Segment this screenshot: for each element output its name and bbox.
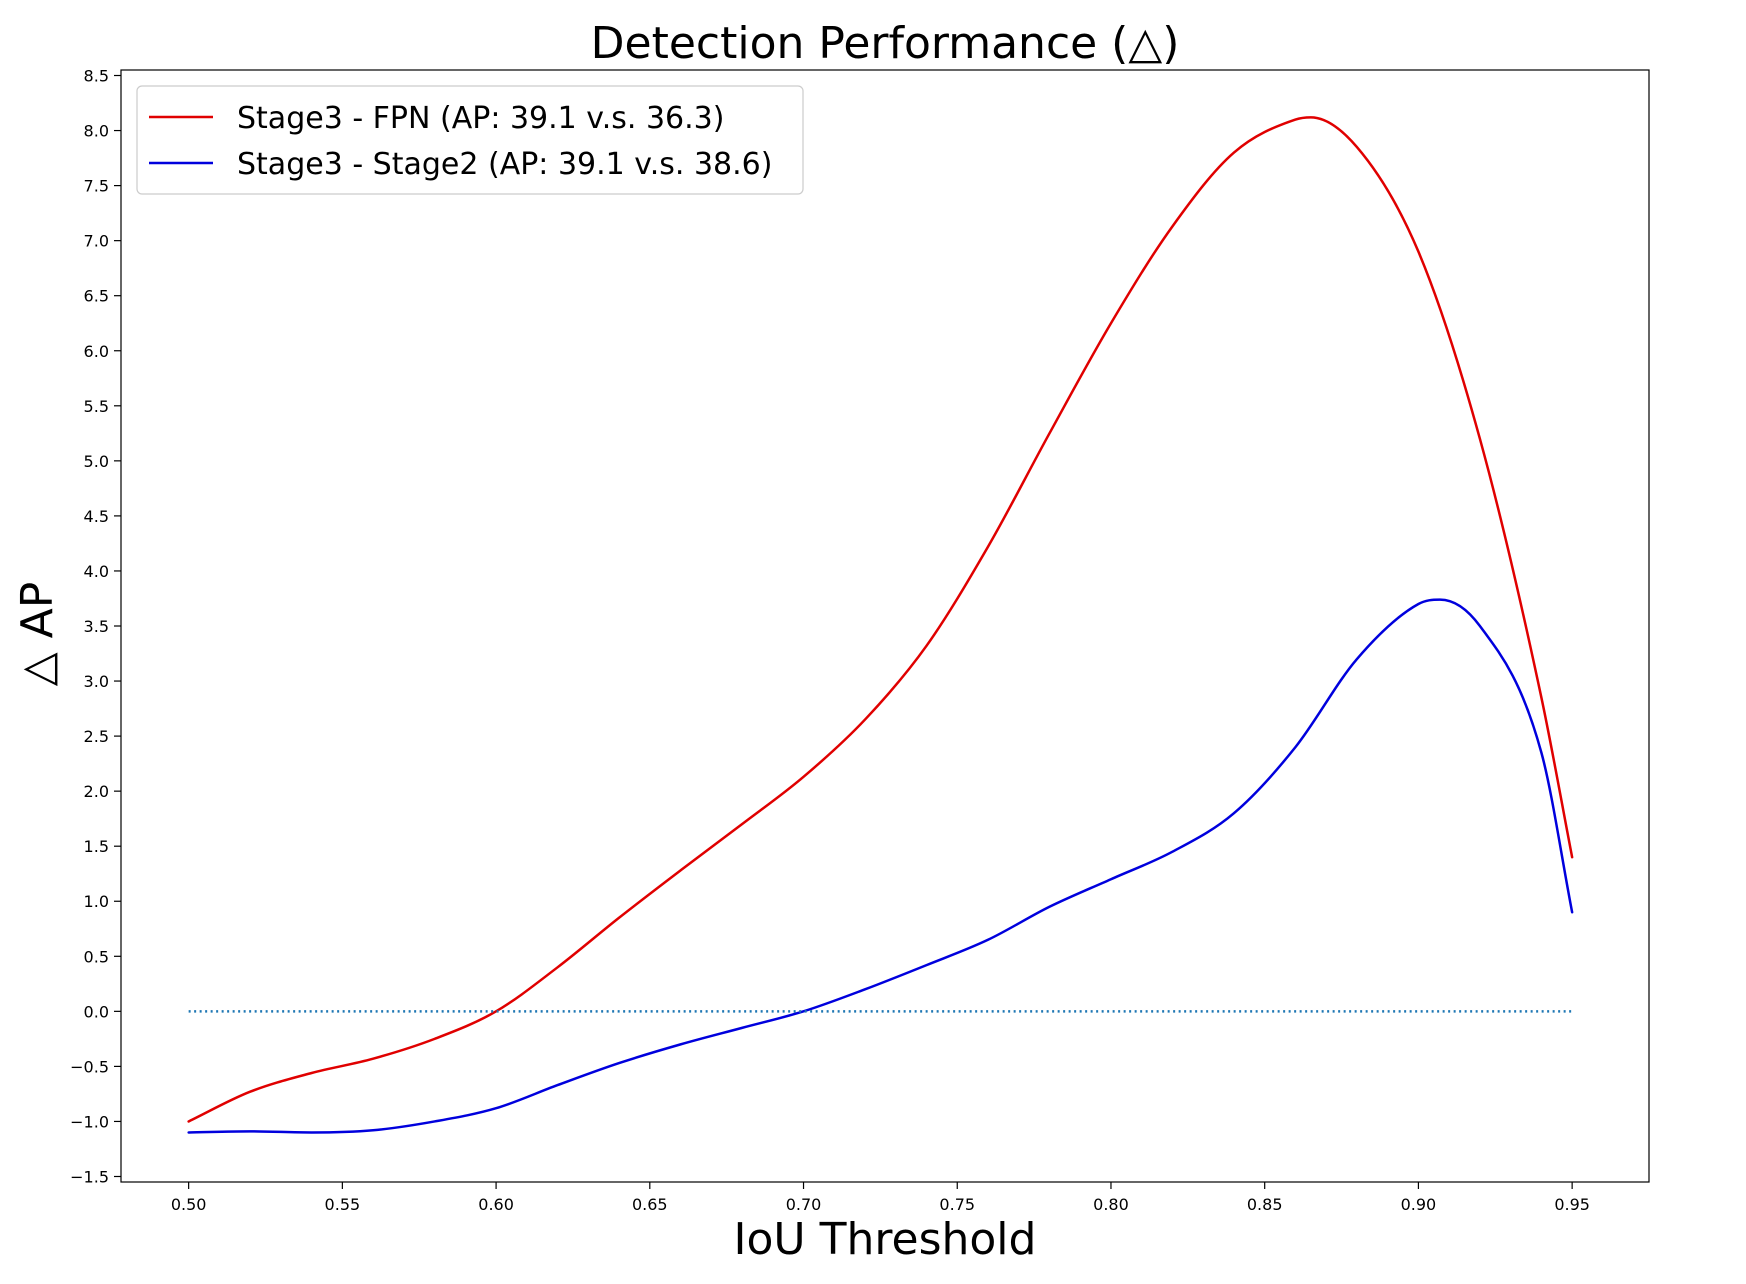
- y-tick-label: 8.0: [84, 122, 109, 141]
- y-tick-label: 7.0: [84, 232, 109, 251]
- y-tick-label: −1.0: [70, 1112, 109, 1131]
- x-axis-label: IoU Threshold: [734, 1214, 1037, 1265]
- y-tick-label: 6.5: [84, 287, 109, 306]
- chart-title: Detection Performance (△): [591, 18, 1180, 69]
- y-tick-label: 8.5: [84, 67, 109, 86]
- y-tick-label: 4.5: [84, 507, 109, 526]
- y-tick-label: 2.5: [84, 727, 109, 746]
- y-tick-label: 3.0: [84, 672, 109, 691]
- x-tick-label: 0.85: [1247, 1195, 1283, 1214]
- series-line-1: [187, 116, 1574, 1123]
- y-tick-label: −0.5: [70, 1057, 109, 1076]
- y-tick-label: −1.5: [70, 1167, 109, 1186]
- y-tick-label: 6.0: [84, 342, 109, 361]
- x-tick-label: 0.90: [1401, 1195, 1437, 1214]
- x-tick-label: 0.50: [171, 1195, 207, 1214]
- axis-ticks: 0.50 0.55 0.60 0.65 0.70 0.75 0.80 0.85 0.90 0.95…: [70, 67, 1590, 1214]
- x-tick-label: 0.70: [786, 1195, 822, 1214]
- x-tick-label: 0.65: [632, 1195, 668, 1214]
- y-tick-label: 2.0: [84, 782, 109, 801]
- x-tick-label: 0.80: [1093, 1195, 1129, 1214]
- x-tick-label: 0.60: [478, 1195, 514, 1214]
- y-tick-label: 1.0: [84, 892, 109, 911]
- y-tick-label: 3.5: [84, 617, 109, 636]
- y-tick-label: 4.0: [84, 562, 109, 581]
- y-tick-label: 0.0: [84, 1002, 109, 1021]
- x-tick-label: 0.95: [1554, 1195, 1590, 1214]
- y-tick-label: 7.5: [84, 177, 109, 196]
- y-tick-label: 0.5: [84, 947, 109, 966]
- y-axis-label: △ AP: [12, 582, 63, 686]
- x-tick-label: 0.75: [939, 1195, 975, 1214]
- x-tick-label: 0.55: [325, 1195, 361, 1214]
- plot-area: [187, 116, 1574, 1134]
- y-tick-label: 1.5: [84, 837, 109, 856]
- legend-label: Stage3 - FPN (AP: 39.1 v.s. 36.3): [237, 101, 724, 136]
- legend-label: Stage3 - Stage2 (AP: 39.1 v.s. 38.6): [237, 147, 772, 182]
- y-tick-label: 5.5: [84, 397, 109, 416]
- y-tick-label: 5.0: [84, 452, 109, 471]
- legend-box: [136, 85, 804, 195]
- series-line-2: [187, 598, 1574, 1134]
- plot-frame: [120, 69, 1650, 1183]
- legend: Stage3 - FPN (AP: 39.1 v.s. 36.3) Stage3 …: [136, 85, 804, 195]
